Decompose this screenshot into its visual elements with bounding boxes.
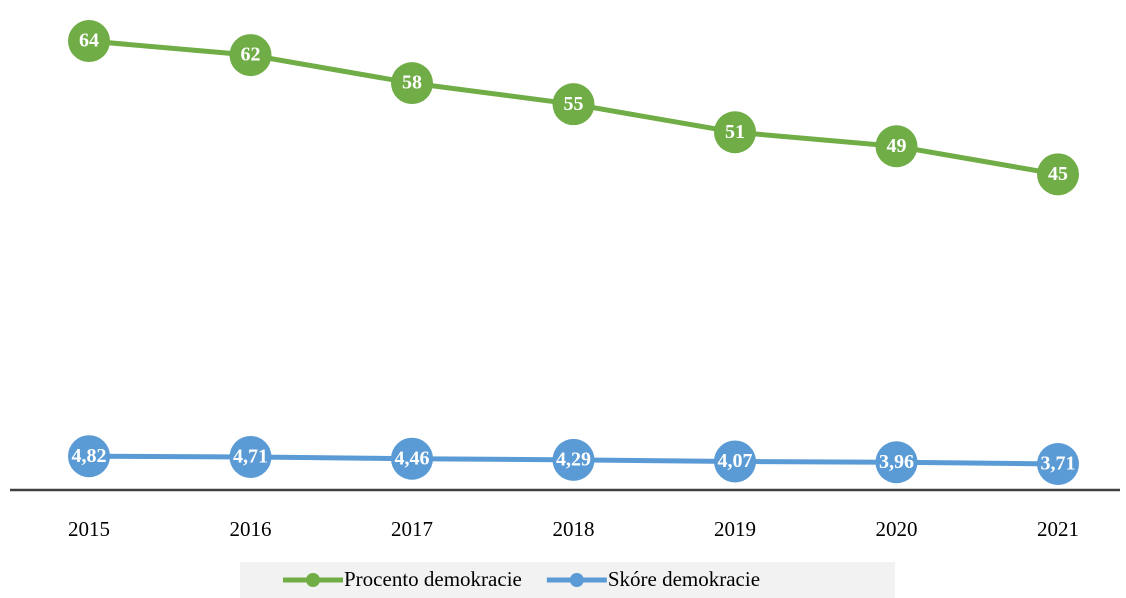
data-label: 58 xyxy=(402,72,422,94)
data-label: 45 xyxy=(1048,163,1068,185)
data-label: 4,82 xyxy=(72,445,107,467)
x-tick-label: 2015 xyxy=(68,517,110,541)
data-label: 49 xyxy=(887,135,907,157)
legend-label: Skóre demokracie xyxy=(608,567,760,591)
marker xyxy=(875,441,918,484)
marker xyxy=(391,62,433,105)
data-label: 4,71 xyxy=(233,446,268,468)
legend-marker xyxy=(306,573,320,587)
data-label: 55 xyxy=(564,93,584,115)
marker xyxy=(229,34,272,77)
x-tick-label: 2017 xyxy=(391,517,433,541)
x-tick-label: 2016 xyxy=(230,517,272,541)
marker xyxy=(875,125,918,168)
x-tick-label: 2018 xyxy=(553,517,595,541)
data-label: 3,71 xyxy=(1041,453,1076,475)
marker xyxy=(552,438,595,481)
legend-marker xyxy=(569,573,584,587)
data-label: 51 xyxy=(725,121,745,143)
marker xyxy=(1037,153,1079,196)
legend-label: Procento demokracie xyxy=(344,567,522,591)
marker xyxy=(552,83,595,126)
marker xyxy=(714,440,756,483)
marker xyxy=(1037,442,1079,485)
data-label: 62 xyxy=(241,44,261,66)
data-label: 3,96 xyxy=(879,451,914,473)
marker xyxy=(68,20,110,63)
data-label: 4,46 xyxy=(395,447,430,469)
data-label: 4,07 xyxy=(718,450,753,472)
marker xyxy=(68,435,110,478)
marker xyxy=(714,111,756,154)
x-tick-label: 2019 xyxy=(714,517,756,541)
data-label: 4,29 xyxy=(556,448,591,470)
marker xyxy=(229,435,272,478)
x-tick-label: 2021 xyxy=(1037,517,1079,541)
data-label: 64 xyxy=(79,30,99,52)
x-tick-label: 2020 xyxy=(876,517,918,541)
marker xyxy=(391,437,433,480)
